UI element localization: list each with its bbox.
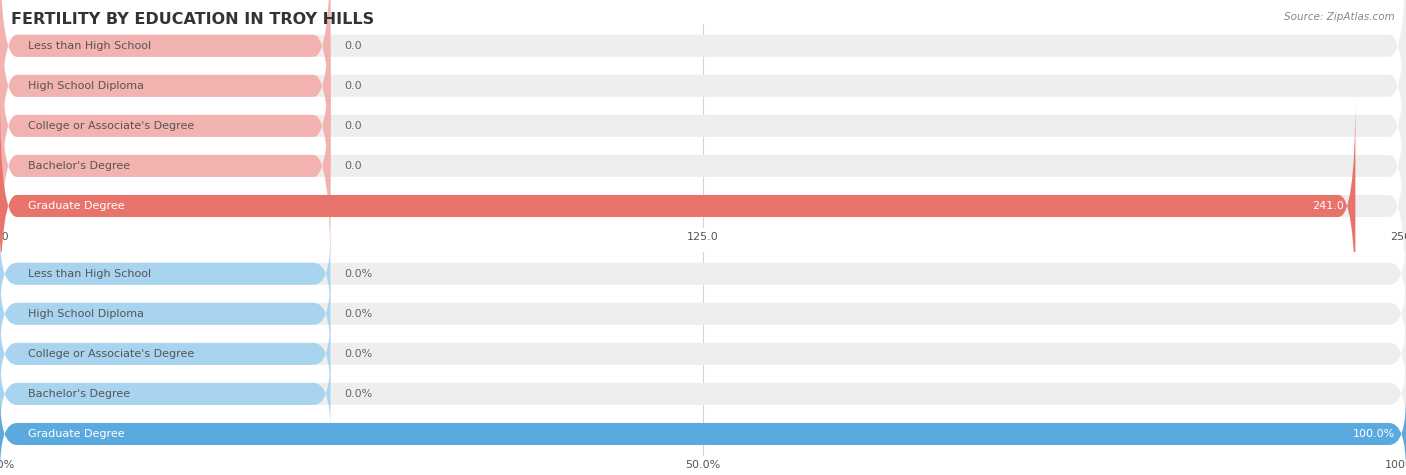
Text: High School Diploma: High School Diploma (28, 309, 145, 319)
FancyBboxPatch shape (0, 277, 330, 351)
Text: FERTILITY BY EDUCATION IN TROY HILLS: FERTILITY BY EDUCATION IN TROY HILLS (11, 12, 374, 27)
FancyBboxPatch shape (0, 237, 330, 311)
Text: 0.0%: 0.0% (344, 389, 373, 399)
FancyBboxPatch shape (0, 317, 1406, 391)
FancyBboxPatch shape (0, 0, 330, 155)
Text: 0.0%: 0.0% (344, 349, 373, 359)
FancyBboxPatch shape (0, 277, 1406, 351)
Text: 0.0%: 0.0% (344, 309, 373, 319)
Text: 0.0%: 0.0% (344, 269, 373, 279)
Text: Source: ZipAtlas.com: Source: ZipAtlas.com (1284, 12, 1395, 22)
FancyBboxPatch shape (0, 17, 1406, 235)
Text: High School Diploma: High School Diploma (28, 81, 145, 91)
Text: 241.0: 241.0 (1312, 201, 1344, 211)
Text: 0.0: 0.0 (344, 41, 363, 51)
FancyBboxPatch shape (0, 357, 1406, 431)
FancyBboxPatch shape (0, 97, 1355, 315)
Text: 0.0: 0.0 (344, 121, 363, 131)
Text: 0.0: 0.0 (344, 81, 363, 91)
FancyBboxPatch shape (0, 357, 330, 431)
Text: Bachelor's Degree: Bachelor's Degree (28, 161, 131, 171)
FancyBboxPatch shape (0, 317, 330, 391)
Text: Less than High School: Less than High School (28, 41, 152, 51)
Text: College or Associate's Degree: College or Associate's Degree (28, 121, 194, 131)
FancyBboxPatch shape (0, 57, 1406, 275)
FancyBboxPatch shape (0, 97, 1406, 315)
Text: Graduate Degree: Graduate Degree (28, 429, 125, 439)
Text: Graduate Degree: Graduate Degree (28, 201, 125, 211)
Text: Bachelor's Degree: Bachelor's Degree (28, 389, 131, 399)
Text: 0.0: 0.0 (344, 161, 363, 171)
FancyBboxPatch shape (0, 0, 1406, 195)
FancyBboxPatch shape (0, 397, 1406, 471)
Text: Less than High School: Less than High School (28, 269, 152, 279)
Text: 100.0%: 100.0% (1353, 429, 1395, 439)
FancyBboxPatch shape (0, 397, 1406, 471)
FancyBboxPatch shape (0, 17, 330, 235)
FancyBboxPatch shape (0, 0, 330, 195)
FancyBboxPatch shape (0, 237, 1406, 311)
FancyBboxPatch shape (0, 57, 330, 275)
FancyBboxPatch shape (0, 0, 1406, 155)
Text: College or Associate's Degree: College or Associate's Degree (28, 349, 194, 359)
